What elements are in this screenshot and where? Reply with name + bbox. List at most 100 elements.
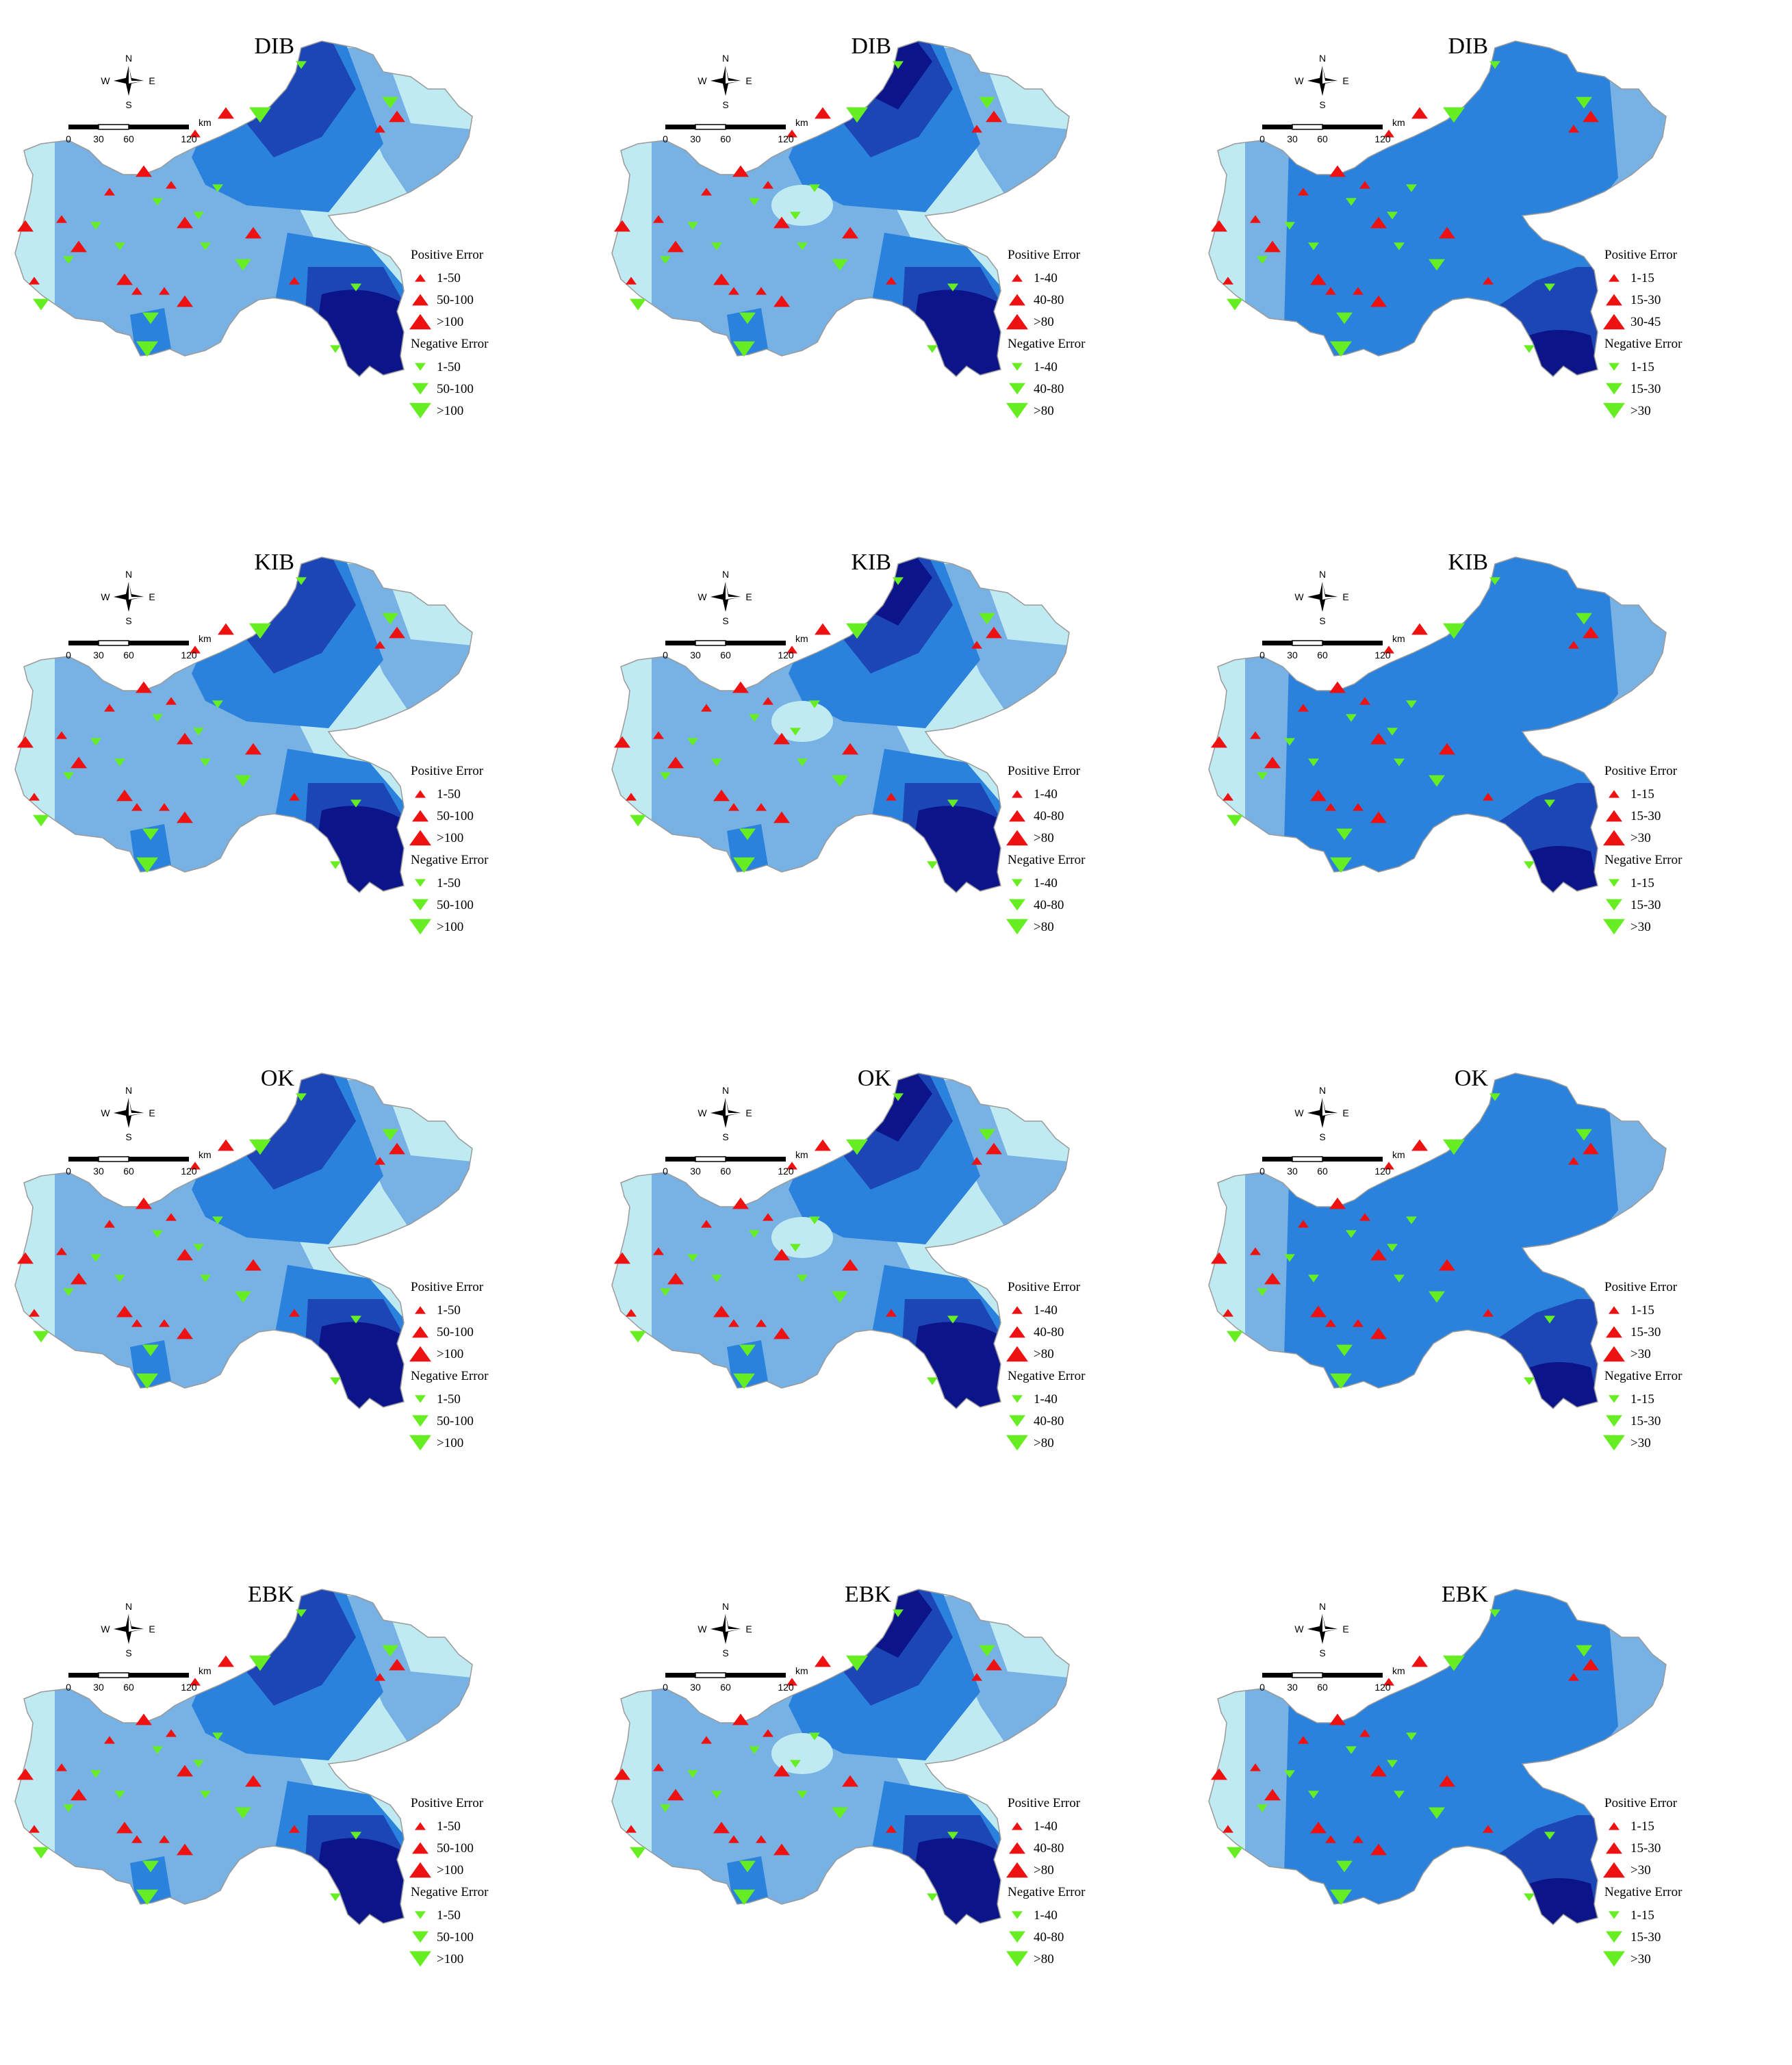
- positive-error-marker: [773, 1248, 790, 1261]
- legend-negative-marker: [415, 363, 426, 371]
- negative-error-marker: [235, 1291, 251, 1303]
- positive-error-marker: [17, 1252, 34, 1264]
- positive-error-marker: [56, 215, 67, 223]
- legend: Positive Error 1-15 15-30 >30 Negative Error…: [1603, 764, 1682, 935]
- compass-highlight: [1322, 66, 1325, 81]
- map-panel: KIB N S E W 0 30 60 120 km Positive Error 1-15 15-30…: [1194, 516, 1791, 1032]
- station-markers: [1211, 1093, 1599, 1389]
- positive-error-marker: [886, 1825, 897, 1833]
- scale-unit-label: km: [795, 633, 808, 644]
- legend-positive-label: 15-30: [1630, 1325, 1661, 1339]
- negative-error-marker: [846, 623, 868, 639]
- negative-error-marker: [193, 728, 204, 736]
- positive-error-marker: [986, 110, 1002, 123]
- legend-negative-marker: [1606, 1415, 1622, 1427]
- positive-error-marker: [17, 1768, 34, 1780]
- legend-positive-title: Positive Error: [411, 764, 484, 778]
- scale-tick-label: 0: [663, 1166, 668, 1177]
- positive-error-marker: [1370, 1327, 1387, 1339]
- negative-error-marker: [1284, 738, 1295, 746]
- positive-error-marker: [29, 1825, 40, 1833]
- negative-error-marker: [790, 728, 801, 736]
- positive-error-marker: [614, 220, 630, 232]
- negative-error-marker: [1489, 1093, 1500, 1101]
- legend-positive-marker: [412, 294, 428, 306]
- band-very-high: [308, 290, 411, 376]
- negative-error-marker: [630, 1331, 646, 1343]
- legend-negative-label: 1-40: [1034, 1908, 1058, 1923]
- negative-error-marker: [1330, 341, 1352, 357]
- positive-error-marker: [218, 1139, 234, 1151]
- station-markers: [17, 1093, 405, 1389]
- negative-error-marker: [114, 242, 125, 251]
- legend-negative-label: >100: [437, 1436, 463, 1450]
- scale-tick-label: 0: [663, 650, 668, 660]
- negative-error-marker: [660, 1288, 671, 1296]
- legend: Positive Error 1-50 50-100 >100 Negative Err…: [409, 764, 489, 935]
- scale-tick-label: 60: [720, 133, 731, 144]
- positive-error-marker: [1439, 743, 1455, 755]
- negative-error-marker: [927, 861, 938, 869]
- legend-negative-marker: [1012, 1395, 1023, 1403]
- band-very-low: [1209, 123, 1245, 376]
- scale-segment: [1322, 1673, 1383, 1678]
- compass-w-label: W: [697, 1624, 707, 1634]
- legend-negative-label: 15-30: [1630, 898, 1661, 912]
- panel-title: KIB: [254, 550, 294, 575]
- compass-icon: N S E W: [1294, 1601, 1348, 1658]
- legend-negative-label: 40-80: [1034, 382, 1064, 396]
- compass-highlight: [129, 1098, 131, 1113]
- band-low: [932, 48, 1069, 198]
- legend-positive-marker: [1606, 1842, 1622, 1854]
- positive-error-marker: [842, 1259, 858, 1271]
- negative-error-marker: [749, 1230, 760, 1238]
- negative-error-marker: [809, 700, 820, 708]
- legend-negative-label: 1-50: [437, 876, 461, 890]
- negative-error-marker: [1330, 1889, 1352, 1906]
- negative-error-marker: [1406, 1732, 1417, 1741]
- map-panel: EBK N S E W 0 30 60 120 km Positive Error 1-15 15-30…: [1194, 1548, 1791, 2064]
- compass-w-label: W: [101, 1624, 110, 1634]
- scale-tick-label: 60: [1317, 133, 1328, 144]
- negative-error-marker: [687, 222, 698, 230]
- legend-positive-marker: [1012, 1306, 1023, 1314]
- band-very-high: [308, 1322, 411, 1409]
- compass-s-label: S: [1319, 1131, 1325, 1142]
- positive-error-marker: [374, 125, 385, 133]
- legend-negative-label: 15-30: [1630, 1930, 1661, 1945]
- legend-negative-marker: [1006, 919, 1028, 935]
- compass-icon: N S E W: [697, 1085, 752, 1142]
- positive-error-marker: [29, 1309, 40, 1317]
- positive-error-marker: [218, 623, 234, 635]
- scale-segment: [68, 125, 99, 129]
- region-outline: [14, 1073, 473, 1410]
- positive-error-marker: [728, 287, 739, 295]
- negative-error-marker: [927, 1377, 938, 1385]
- positive-error-marker: [842, 227, 858, 239]
- legend-negative-title: Negative Error: [1604, 1369, 1682, 1383]
- legend-negative-label: 1-15: [1630, 360, 1654, 374]
- positive-error-marker: [131, 1319, 142, 1327]
- negative-error-marker: [711, 1791, 722, 1799]
- band-low: [932, 564, 1069, 715]
- positive-error-marker: [166, 697, 177, 705]
- legend-negative-marker: [409, 919, 431, 935]
- positive-error-marker: [773, 811, 790, 823]
- legend-positive-title: Positive Error: [1604, 248, 1678, 262]
- legend-positive-label: >100: [437, 1863, 463, 1877]
- compass-e-label: E: [1342, 75, 1348, 86]
- compass-highlight: [129, 66, 131, 81]
- scale-segment: [98, 1672, 129, 1678]
- negative-error-marker: [1308, 758, 1319, 767]
- compass-s-label: S: [1319, 99, 1325, 110]
- legend-positive-label: >100: [437, 831, 463, 845]
- negative-error-marker: [1346, 1746, 1357, 1754]
- legend-positive-label: 1-50: [437, 787, 461, 801]
- legend-positive-marker: [1009, 810, 1025, 822]
- panel-title: OK: [1455, 1066, 1489, 1091]
- negative-error-marker: [797, 1791, 808, 1799]
- positive-error-marker: [986, 1142, 1002, 1155]
